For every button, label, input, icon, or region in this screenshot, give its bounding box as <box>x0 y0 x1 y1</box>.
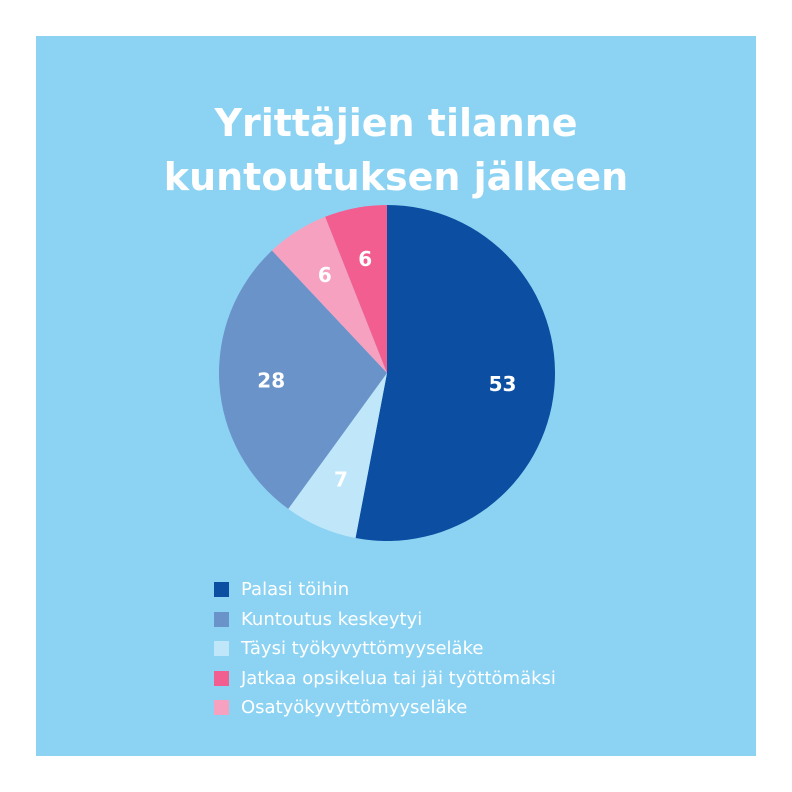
legend-item: Kuntoutus keskeytyi <box>214 605 556 635</box>
chart-legend: Palasi töihin Kuntoutus keskeytyi Täysi ty… <box>214 575 556 723</box>
slice-value-label: 7 <box>334 467 348 491</box>
slice-value-label: 6 <box>318 263 332 287</box>
chart-title-line-1: Yrittäjien tilanne <box>214 101 578 145</box>
chart-title-line-2: kuntoutuksen jälkeen <box>163 155 629 199</box>
legend-label: Palasi töihin <box>241 579 350 601</box>
legend-item: Palasi töihin <box>214 575 556 605</box>
legend-swatch <box>214 611 229 627</box>
legend-label: Osatyökyvyttömyyseläke <box>241 697 468 719</box>
legend-swatch <box>214 582 229 598</box>
legend-swatch <box>214 700 229 716</box>
legend-label: Kuntoutus keskeytyi <box>241 608 423 630</box>
legend-item: Osatyökyvyttömyyseläke <box>214 693 556 723</box>
chart-title: Yrittäjien tilanne kuntoutuksen jälkeen <box>36 96 756 204</box>
pie-slice <box>355 205 555 541</box>
legend-label: Jatkaa opsikelua tai jäi työttömäksi <box>241 667 556 689</box>
legend-label: Täysi työkyvyttömyyseläke <box>241 638 484 660</box>
pie-slice <box>325 205 387 373</box>
slice-value-label: 28 <box>257 368 285 392</box>
pie-slice <box>288 373 387 539</box>
pie-slice <box>271 216 387 373</box>
pie-chart: 53 7 28 6 6 <box>219 205 555 541</box>
legend-swatch <box>214 670 229 686</box>
pie-slice <box>219 250 387 509</box>
slice-value-label: 53 <box>489 372 517 396</box>
slice-value-label: 6 <box>358 247 372 271</box>
legend-swatch <box>214 641 229 657</box>
chart-panel: Yrittäjien tilanne kuntoutuksen jälkeen … <box>36 36 756 756</box>
legend-item: Jatkaa opsikelua tai jäi työttömäksi <box>214 664 556 694</box>
legend-item: Täysi työkyvyttömyyseläke <box>214 634 556 664</box>
